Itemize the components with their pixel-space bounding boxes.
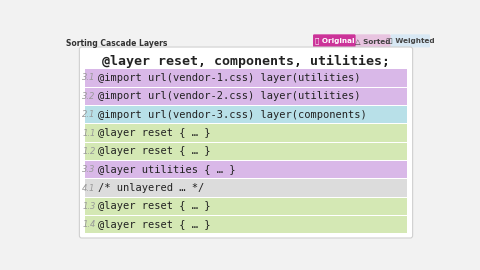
FancyBboxPatch shape <box>313 34 356 48</box>
Text: @import url(vendor-3.css) layer(components): @import url(vendor-3.css) layer(componen… <box>98 110 367 120</box>
FancyBboxPatch shape <box>391 34 430 48</box>
Bar <box>85 161 407 178</box>
Text: @layer reset { … }: @layer reset { … } <box>98 220 210 230</box>
Bar <box>85 198 407 215</box>
Text: 1.4: 1.4 <box>82 220 96 229</box>
Text: 4.1: 4.1 <box>82 184 96 193</box>
Text: @import url(vendor-2.css) layer(utilities): @import url(vendor-2.css) layer(utilitie… <box>98 91 360 101</box>
Bar <box>85 88 407 105</box>
Text: /* unlayered … */: /* unlayered … */ <box>98 183 204 193</box>
Bar <box>85 124 407 141</box>
Text: 3.2: 3.2 <box>82 92 96 101</box>
Bar <box>85 180 407 197</box>
Text: 2.1: 2.1 <box>82 110 96 119</box>
Text: 3.1: 3.1 <box>82 73 96 82</box>
Text: @layer utilities { … }: @layer utilities { … } <box>98 165 236 175</box>
Text: @layer reset { … }: @layer reset { … } <box>98 128 210 138</box>
Text: Sorting Cascade Layers: Sorting Cascade Layers <box>66 39 168 48</box>
Text: @layer reset { … }: @layer reset { … } <box>98 201 210 211</box>
Text: ⌖ Original: ⌖ Original <box>314 38 354 44</box>
Bar <box>85 69 407 87</box>
Text: 1.1: 1.1 <box>82 129 96 137</box>
Bar <box>85 106 407 123</box>
Text: 3.3: 3.3 <box>82 165 96 174</box>
Text: @layer reset, components, utilities;: @layer reset, components, utilities; <box>102 55 390 68</box>
Text: 1.2: 1.2 <box>82 147 96 156</box>
Text: 1.3: 1.3 <box>82 202 96 211</box>
Text: @import url(vendor-1.css) layer(utilities): @import url(vendor-1.css) layer(utilitie… <box>98 73 360 83</box>
Bar <box>85 143 407 160</box>
Bar <box>85 216 407 233</box>
Text: □ Weighted: □ Weighted <box>386 38 434 44</box>
FancyBboxPatch shape <box>79 47 413 238</box>
FancyBboxPatch shape <box>356 34 391 48</box>
Text: @layer reset { … }: @layer reset { … } <box>98 146 210 156</box>
Text: △ Sorted: △ Sorted <box>355 38 391 44</box>
